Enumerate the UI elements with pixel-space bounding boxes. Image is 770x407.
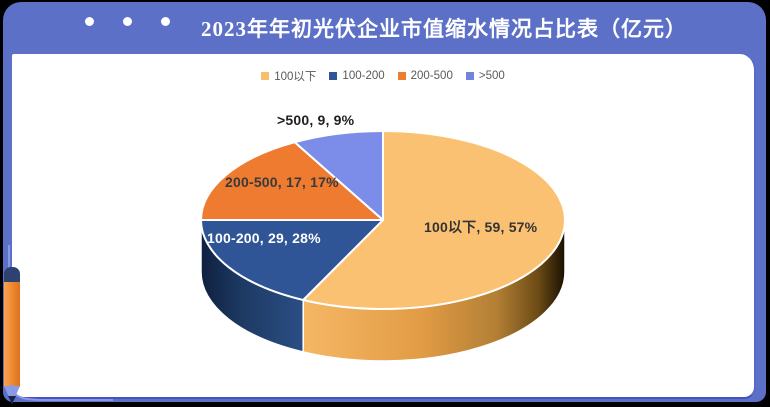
- pen-string-line: [8, 245, 10, 272]
- pie-slice-100-200: [200, 219, 384, 301]
- legend-label: 200-500: [410, 70, 453, 82]
- chart-card: 100以下 100-200 200-500 >500: [12, 54, 756, 399]
- pie-slice-200-500: [200, 141, 384, 221]
- legend-label: >500: [478, 70, 505, 82]
- pie-slice-over500: [293, 130, 384, 221]
- window-dot-icon: [123, 17, 132, 26]
- legend-swatch: [465, 72, 474, 80]
- pen-icon-point: [8, 396, 16, 404]
- window-dot-icon: [161, 17, 170, 26]
- chart-legend: 100以下 100-200 200-500 >500: [12, 68, 754, 84]
- pie-label-200-500: 200-500, 17, 17%: [225, 174, 339, 190]
- legend-item-over-500: >500: [465, 70, 505, 82]
- pen-icon: [4, 267, 20, 285]
- legend-swatch: [397, 72, 406, 80]
- app-window: 2023年年初光伏企业市值缩水情况占比表（亿元） 100以下 100-200 2…: [3, 2, 766, 404]
- pie-label-100-200: 100-200, 29, 28%: [207, 230, 321, 246]
- pie-slice-under100: [302, 130, 566, 310]
- legend-label: 100以下: [274, 71, 317, 83]
- legend-swatch: [261, 72, 270, 80]
- legend-item-200-500: 200-500: [397, 70, 453, 82]
- legend-swatch: [329, 72, 338, 80]
- pie-label-under100: 100以下, 59, 57%: [424, 219, 538, 235]
- title-bar: 2023年年初光伏企业市值缩水情况占比表（亿元）: [3, 2, 766, 54]
- window-dot-icon: [85, 17, 94, 26]
- pen-swoosh-line: [11, 383, 113, 401]
- window-dots: [85, 17, 170, 26]
- pen-icon-body: [4, 282, 20, 387]
- legend-item-under-100: 100以下: [261, 68, 316, 84]
- legend-item-100-200: 100-200: [329, 70, 385, 82]
- legend-label: 100-200: [342, 70, 385, 82]
- pie-label-over500: >500, 9, 9%: [277, 112, 355, 128]
- pie-chart: [200, 130, 566, 362]
- page-title: 2023年年初光伏企业市值缩水情况占比表（亿元）: [201, 17, 687, 41]
